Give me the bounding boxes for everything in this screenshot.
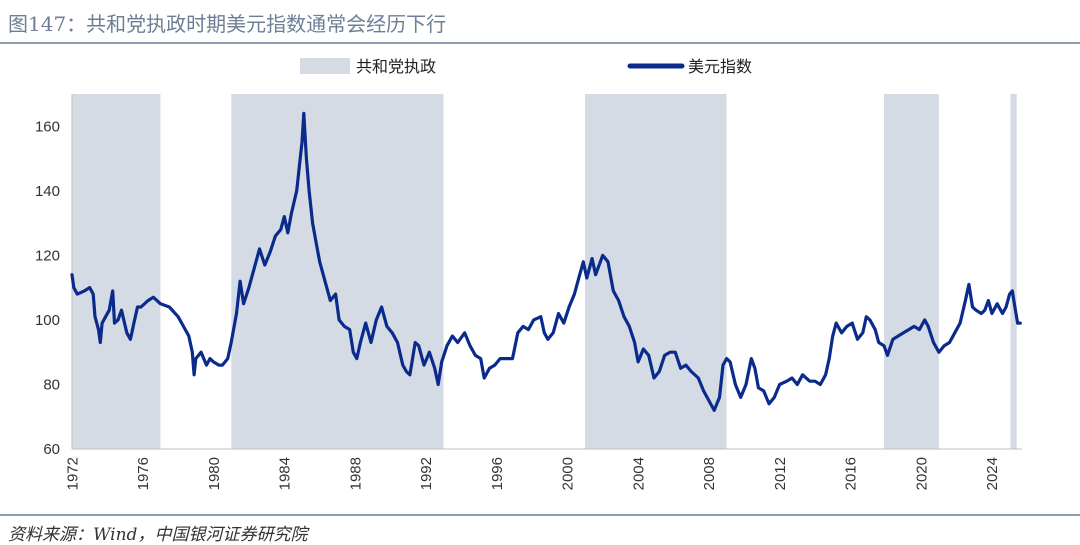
y-tick-label: 140 [35,183,60,200]
x-tick-label: 2016 [843,457,860,490]
x-tick-label: 2012 [772,457,789,490]
x-tick-label: 1984 [277,457,294,490]
x-tick-label: 1976 [135,457,152,490]
x-tick-label: 1980 [206,457,223,490]
legend-line-label: 美元指数 [688,57,752,76]
shaded-period [231,94,444,449]
axes: 60 80 100 120 140 160 1972 1976 1980 1984 1988 1992… [35,94,1022,490]
line-chart: 共和党执政 美元指数 60 80 100 120 140 160 1972 1976 1980 1… [35,57,1022,490]
figure-title: 图147：共和党执政时期美元指数通常会经历下行 [8,12,447,36]
x-tick-label: 1992 [418,457,435,490]
y-tick-label: 80 [43,376,60,393]
shaded-period [72,94,161,449]
legend-shade-label: 共和党执政 [356,57,436,76]
x-tick-label: 2024 [984,457,1001,490]
top-divider [0,42,1080,44]
shaded-period [1010,94,1017,449]
series-layer [70,111,1022,412]
x-tick-label: 1996 [489,457,506,490]
y-tick-label: 60 [43,441,60,458]
x-tick-label: 2008 [701,457,718,490]
y-tick-label: 160 [35,118,60,135]
x-tick-label: 2020 [913,457,930,490]
legend-shade-swatch [300,58,350,74]
y-tick-label: 100 [35,312,60,329]
y-tick-label: 120 [35,247,60,264]
x-tick-label: 1972 [64,457,81,490]
x-tick-label: 2000 [560,457,577,490]
bottom-divider [0,514,1080,516]
x-tick-label: 2004 [630,457,647,490]
x-tick-label: 1988 [347,457,364,490]
shaded-period [884,94,939,449]
source-note: 资料来源：Wind，中国银河证券研究院 [8,525,308,545]
chart-legend: 共和党执政 美元指数 [300,57,752,76]
series-line-dollar-index [70,111,1022,412]
shaded-periods [72,94,1017,449]
